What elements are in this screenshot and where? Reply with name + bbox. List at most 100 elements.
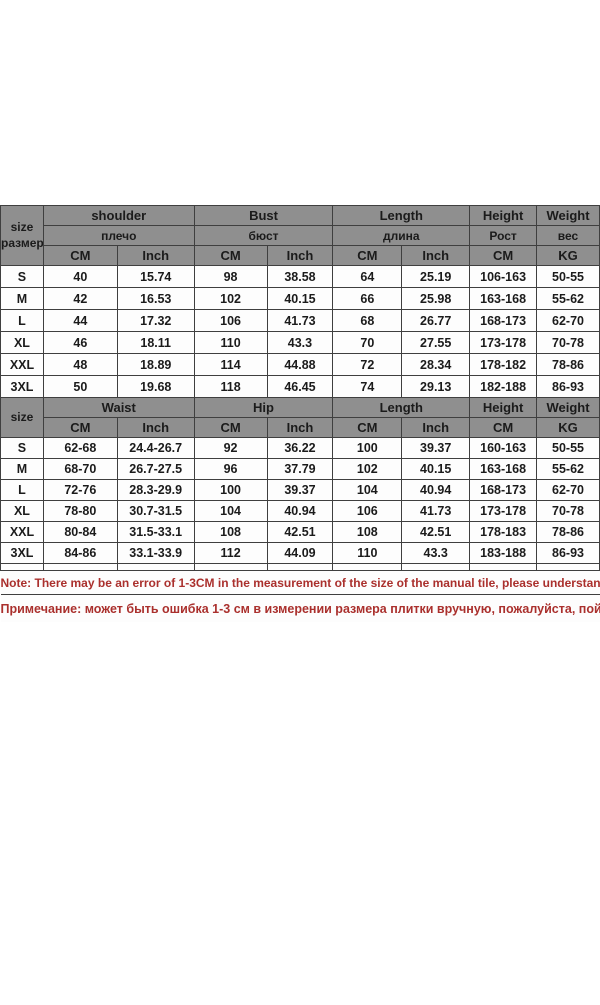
value-cell: 18.89 xyxy=(116,353,195,376)
value-cell: 62-70 xyxy=(536,479,600,501)
unit-cell: CM xyxy=(193,417,268,438)
value-cell: 78-86 xyxy=(536,521,600,543)
unit-cell: Inch xyxy=(266,245,334,266)
value-cell: 38.58 xyxy=(266,265,334,288)
value-cell: 39.37 xyxy=(401,437,471,459)
upper-header-row-units: CM Inch CM Inch CM Inch CM KG xyxy=(1,245,600,266)
value-cell: 173-178 xyxy=(469,500,538,522)
value-cell: 44.88 xyxy=(266,353,334,376)
unit-cell: Inch xyxy=(401,417,471,438)
value-cell: 68-70 xyxy=(42,458,118,480)
value-cell: 41.73 xyxy=(266,309,334,332)
note-row-en: Note: There may be an error of 1-3CM in … xyxy=(0,570,600,595)
value-cell: 43.3 xyxy=(266,331,334,354)
value-cell: 55-62 xyxy=(536,458,600,480)
value-cell: 118 xyxy=(193,375,268,398)
unit-cell: KG xyxy=(536,417,600,438)
lower-header-row: size Waist Hip Length Height Weight xyxy=(0,397,600,438)
size-cell: XXL xyxy=(0,353,44,376)
spacer-cell xyxy=(193,563,268,571)
size-header-en: size xyxy=(10,219,34,234)
value-cell: 178-183 xyxy=(469,521,538,543)
size-header-ru: размер xyxy=(1,235,44,250)
value-cell: 42.51 xyxy=(401,521,471,543)
bust-header-ru: бюст xyxy=(193,225,334,246)
unit-cell: Inch xyxy=(401,245,471,266)
value-cell: 50-55 xyxy=(536,265,600,288)
length-header: Length xyxy=(332,205,471,226)
size-cell: M xyxy=(0,287,44,310)
value-cell: 110 xyxy=(193,331,268,354)
value-cell: 114 xyxy=(193,353,268,376)
value-cell: 17.32 xyxy=(116,309,195,332)
value-cell: 66 xyxy=(332,287,403,310)
value-cell: 84-86 xyxy=(42,542,118,564)
value-cell: 70 xyxy=(332,331,403,354)
upper-header-row-ru: плечо бюст длина Рост вес xyxy=(1,225,600,246)
value-cell: 168-173 xyxy=(469,479,538,501)
value-cell: 183-188 xyxy=(469,542,538,564)
value-cell: 25.19 xyxy=(401,265,471,288)
value-cell: 26.7-27.5 xyxy=(116,458,195,480)
value-cell: 70-78 xyxy=(536,500,600,522)
value-cell: 182-188 xyxy=(469,375,538,398)
value-cell: 44.09 xyxy=(266,542,334,564)
value-cell: 40.15 xyxy=(266,287,334,310)
unit-cell: Inch xyxy=(116,417,195,438)
value-cell: 106 xyxy=(193,309,268,332)
value-cell: 39.37 xyxy=(266,479,334,501)
size-chart-table: size размер shoulder Bust Length Height … xyxy=(0,205,600,622)
shoulder-header-ru: плечо xyxy=(42,225,195,246)
value-cell: 29.13 xyxy=(401,375,471,398)
value-cell: 15.74 xyxy=(116,265,195,288)
table-row-m-lower: M 68-70 26.7-27.5 96 37.79 102 40.15 163… xyxy=(0,458,600,480)
value-cell: 70-78 xyxy=(536,331,600,354)
weight-header-lower: Weight xyxy=(536,397,600,418)
table-row-s: S 40 15.74 98 38.58 64 25.19 106-163 50-… xyxy=(0,265,600,288)
table-row-xl-lower: XL 78-80 30.7-31.5 104 40.94 106 41.73 1… xyxy=(0,500,600,522)
value-cell: 106-163 xyxy=(469,265,538,288)
value-cell: 30.7-31.5 xyxy=(116,500,195,522)
value-cell: 80-84 xyxy=(42,521,118,543)
value-cell: 50-55 xyxy=(536,437,600,459)
value-cell: 68 xyxy=(332,309,403,332)
value-cell: 108 xyxy=(193,521,268,543)
value-cell: 40.94 xyxy=(401,479,471,501)
value-cell: 24.4-26.7 xyxy=(116,437,195,459)
size-cell: XXL xyxy=(0,521,44,543)
value-cell: 104 xyxy=(332,479,403,501)
unit-cell: Inch xyxy=(116,245,195,266)
spacer-cell xyxy=(116,563,195,571)
unit-cell: CM xyxy=(42,417,118,438)
value-cell: 27.55 xyxy=(401,331,471,354)
size-cell: 3XL xyxy=(0,375,44,398)
value-cell: 41.73 xyxy=(401,500,471,522)
size-cell: L xyxy=(0,309,44,332)
value-cell: 104 xyxy=(193,500,268,522)
waist-header: Waist xyxy=(42,397,195,418)
value-cell: 178-182 xyxy=(469,353,538,376)
value-cell: 163-168 xyxy=(469,458,538,480)
value-cell: 72-76 xyxy=(42,479,118,501)
value-cell: 102 xyxy=(332,458,403,480)
spacer-cell xyxy=(266,563,334,571)
value-cell: 50 xyxy=(42,375,118,398)
value-cell: 86-93 xyxy=(536,375,600,398)
value-cell: 16.53 xyxy=(116,287,195,310)
shoulder-header: shoulder xyxy=(42,205,195,226)
size-cell: XL xyxy=(0,500,44,522)
value-cell: 168-173 xyxy=(469,309,538,332)
value-cell: 44 xyxy=(42,309,118,332)
spacer-cell xyxy=(42,563,118,571)
value-cell: 92 xyxy=(193,437,268,459)
table-row-m: M 42 16.53 102 40.15 66 25.98 163-168 55… xyxy=(0,287,600,310)
height-header-lower: Height xyxy=(469,397,538,418)
value-cell: 37.79 xyxy=(266,458,334,480)
table-row-xxl: XXL 48 18.89 114 44.88 72 28.34 178-182 … xyxy=(0,353,600,376)
unit-cell: CM xyxy=(193,245,268,266)
value-cell: 43.3 xyxy=(401,542,471,564)
size-header-cell-lower: size xyxy=(0,397,44,438)
table-row-l-lower: L 72-76 28.3-29.9 100 39.37 104 40.94 16… xyxy=(0,479,600,501)
note-text-en: Note: There may be an error of 1-3CM in … xyxy=(0,570,600,595)
size-cell: 3XL xyxy=(0,542,44,564)
